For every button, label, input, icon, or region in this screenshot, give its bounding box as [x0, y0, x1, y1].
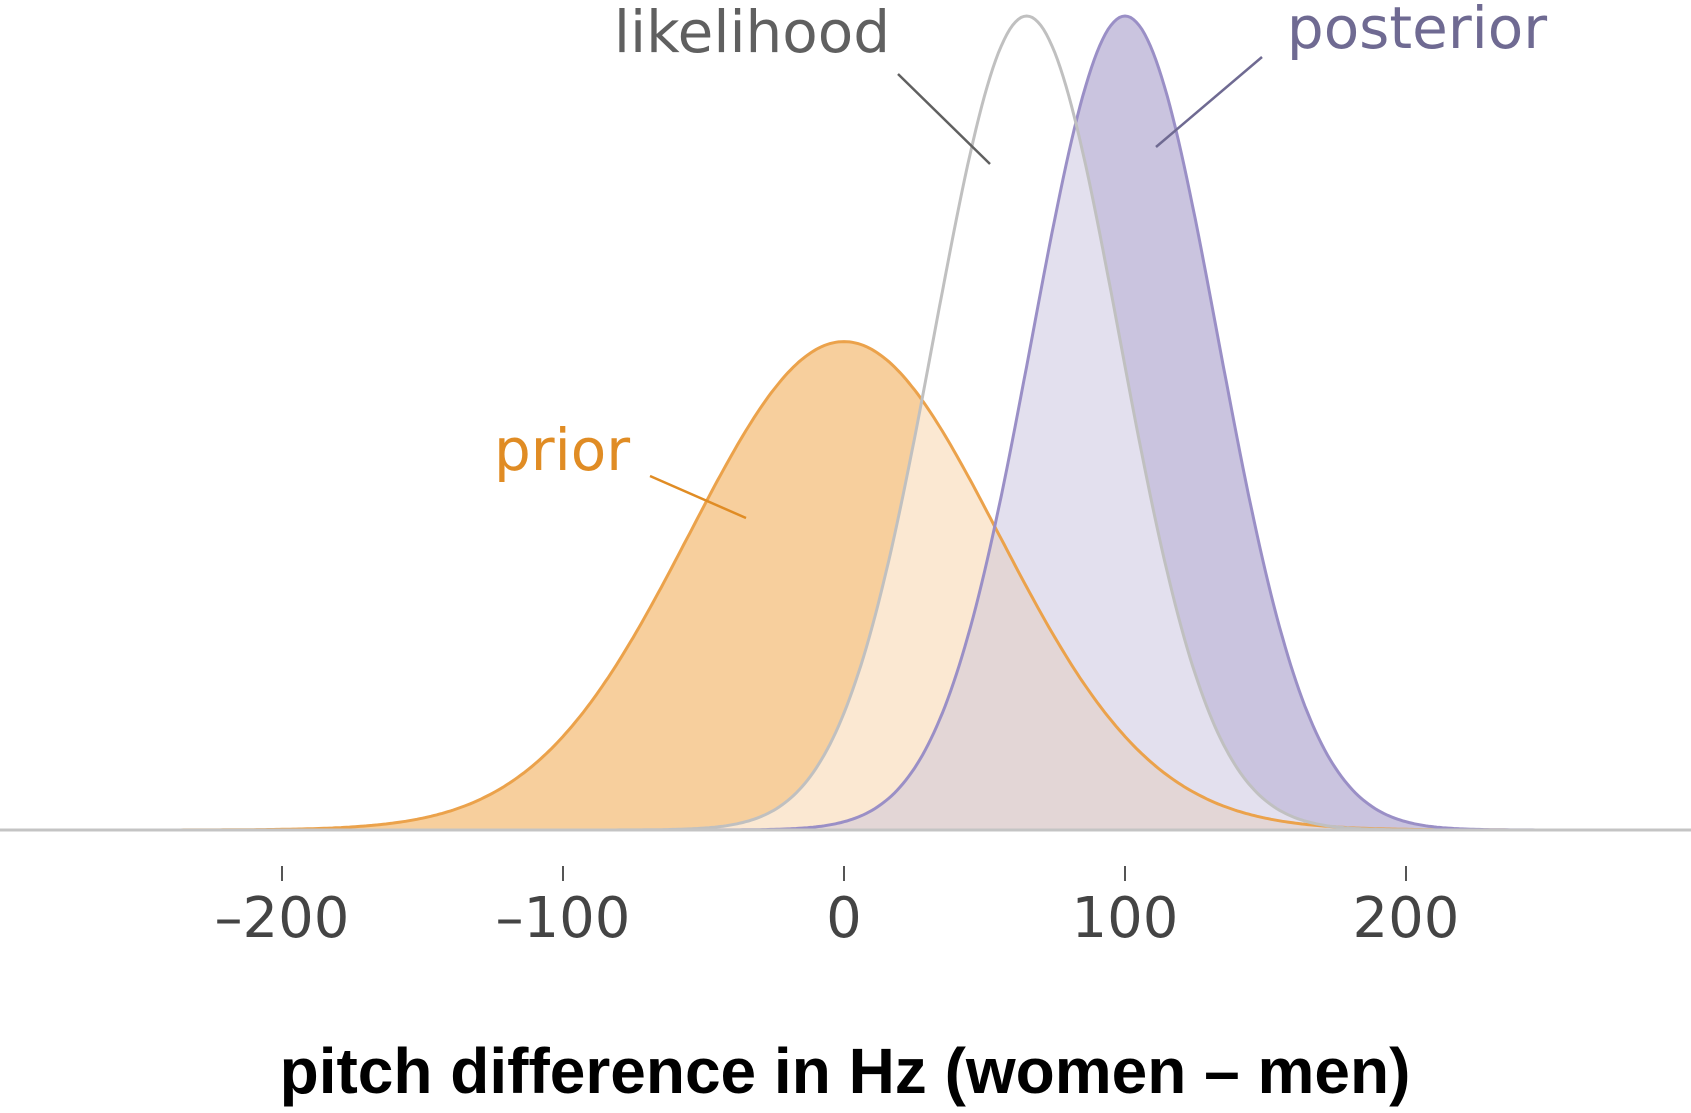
posterior-label: posterior — [1287, 0, 1547, 62]
x-tick-label: –100 — [496, 886, 631, 951]
label-leader-lines — [649, 56, 1263, 520]
x-tick-label: 200 — [1353, 886, 1460, 951]
x-tick-label: –200 — [215, 886, 350, 951]
prior-likelihood-overlap — [1, 401, 1687, 830]
likelihood-leader-line — [897, 73, 991, 165]
likelihood-label: likelihood — [614, 0, 890, 66]
x-axis-title: pitch difference in Hz (women – men) — [280, 1035, 1411, 1107]
prior-label: prior — [494, 416, 630, 484]
x-tick-label: 100 — [1072, 886, 1179, 951]
x-axis-ticks: –200 –100 0 100 200 — [215, 866, 1460, 951]
overlap-areas — [1, 128, 1687, 830]
x-tick-label: 0 — [826, 886, 862, 951]
posterior-area — [1, 16, 1687, 830]
posterior-leader-line — [1155, 56, 1263, 148]
curve-labels: prior likelihood posterior — [494, 0, 1547, 484]
prior-area — [1, 341, 1687, 830]
prior-leader-line — [649, 474, 747, 520]
density-areas — [1, 16, 1687, 830]
